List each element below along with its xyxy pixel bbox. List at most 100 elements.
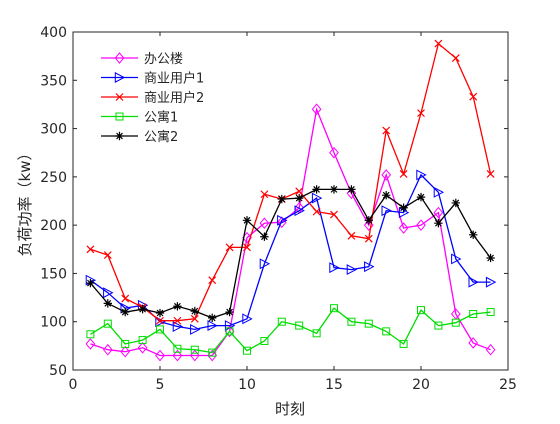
data-point <box>259 217 270 230</box>
data-point <box>156 316 164 325</box>
data-point <box>451 54 460 62</box>
data-point <box>486 253 495 263</box>
data-point <box>399 203 408 212</box>
data-point <box>417 306 425 315</box>
y-tick-label: 50 <box>49 363 67 379</box>
data-point <box>260 190 269 199</box>
data-point <box>155 308 165 318</box>
data-point <box>364 261 375 273</box>
data-point <box>276 216 287 229</box>
data-point <box>468 276 479 288</box>
data-point <box>189 349 200 362</box>
legend-label: 公寓2 <box>144 129 178 145</box>
data-point <box>312 207 321 216</box>
data-point <box>451 198 460 208</box>
data-point <box>225 307 234 317</box>
data-point <box>86 245 95 254</box>
data-point <box>416 169 427 181</box>
legend-item: 公寓2 <box>101 129 178 145</box>
data-point <box>260 337 269 346</box>
x-tick-label: 5 <box>156 377 165 393</box>
data-point <box>382 327 391 336</box>
data-point <box>347 317 356 326</box>
data-point <box>434 39 443 48</box>
legend-item: 商业用户2 <box>101 90 204 106</box>
data-point <box>103 287 114 299</box>
data-point <box>381 205 392 217</box>
series-layer <box>85 39 497 362</box>
y-tick-label: 300 <box>40 122 67 138</box>
data-point <box>417 109 425 118</box>
data-point <box>259 258 271 270</box>
y-tick-label: 400 <box>40 25 67 41</box>
data-point <box>103 251 112 260</box>
data-point <box>102 343 113 356</box>
data-point <box>346 264 358 276</box>
series-4 <box>86 304 495 357</box>
data-point <box>399 339 408 348</box>
legend-label: 商业用户2 <box>144 90 204 106</box>
data-point <box>330 304 338 313</box>
data-point <box>121 339 130 348</box>
legend-marker <box>115 131 124 141</box>
y-tick-label: 150 <box>40 266 67 282</box>
data-point <box>137 341 148 354</box>
data-point <box>173 316 182 325</box>
x-tick-label: 15 <box>325 377 343 393</box>
data-point <box>173 344 182 353</box>
data-point <box>190 345 199 354</box>
data-point <box>416 192 426 202</box>
legend-marker <box>114 72 126 83</box>
series-line-4 <box>90 307 491 354</box>
data-point <box>208 276 217 285</box>
data-point <box>155 316 166 328</box>
data-point <box>434 321 443 330</box>
data-point <box>469 92 478 101</box>
y-tick-label: 200 <box>40 218 67 234</box>
data-point <box>311 192 323 204</box>
data-point <box>277 194 286 204</box>
data-point <box>399 170 408 178</box>
data-point <box>468 337 479 349</box>
legend-label: 商业用户1 <box>144 71 204 87</box>
series-3 <box>86 39 495 325</box>
data-point <box>381 169 392 181</box>
data-point <box>225 327 234 336</box>
data-point <box>416 219 426 231</box>
data-point <box>295 321 304 330</box>
y-axis-label: 负荷功率（kw） <box>16 146 34 257</box>
data-point <box>190 323 201 335</box>
series-line-5 <box>89 188 492 319</box>
data-point <box>243 243 251 252</box>
data-point <box>242 313 253 325</box>
data-point <box>382 191 391 200</box>
x-tick-label: 0 <box>69 377 78 393</box>
data-point <box>156 325 164 334</box>
data-point <box>120 345 131 358</box>
legend-label: 公寓1 <box>144 110 178 126</box>
data-point <box>207 320 218 332</box>
data-point <box>103 319 112 328</box>
data-point <box>155 349 165 362</box>
data-point <box>451 318 460 327</box>
data-point <box>330 210 338 219</box>
data-point <box>485 343 496 356</box>
data-point <box>364 234 373 243</box>
data-point <box>208 313 217 323</box>
data-point <box>138 304 147 314</box>
data-point <box>347 185 356 194</box>
data-point <box>364 319 373 328</box>
data-point <box>347 231 356 240</box>
data-point <box>173 302 182 311</box>
data-point <box>295 193 304 203</box>
data-point <box>121 307 130 317</box>
plot-area <box>72 31 509 371</box>
data-point <box>398 222 409 234</box>
data-point <box>243 346 251 355</box>
data-point <box>382 126 391 135</box>
data-point <box>190 306 199 316</box>
data-point <box>242 216 252 225</box>
data-point <box>172 321 184 332</box>
